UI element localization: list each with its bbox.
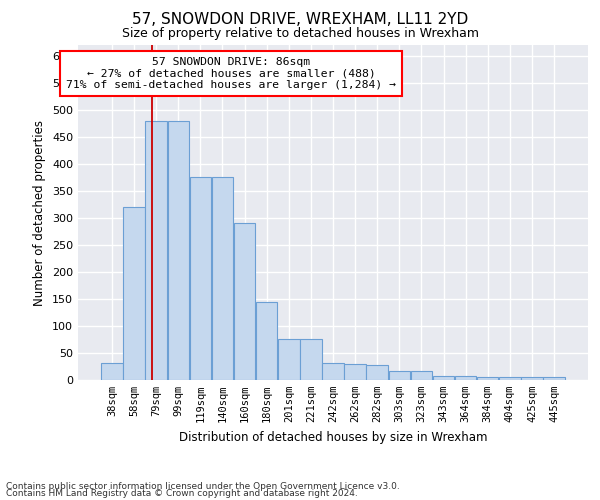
Bar	[190, 178, 211, 380]
Bar	[544, 378, 565, 380]
Text: Contains public sector information licensed under the Open Government Licence v3: Contains public sector information licen…	[6, 482, 400, 491]
Bar	[367, 366, 388, 380]
Bar	[455, 376, 476, 380]
Text: Size of property relative to detached houses in Wrexham: Size of property relative to detached ho…	[121, 28, 479, 40]
Text: Contains HM Land Registry data © Crown copyright and database right 2024.: Contains HM Land Registry data © Crown c…	[6, 488, 358, 498]
Text: 57, SNOWDON DRIVE, WREXHAM, LL11 2YD: 57, SNOWDON DRIVE, WREXHAM, LL11 2YD	[132, 12, 468, 26]
Bar	[145, 120, 167, 380]
Bar	[344, 364, 366, 380]
Bar	[234, 224, 255, 380]
Text: 57 SNOWDON DRIVE: 86sqm
← 27% of detached houses are smaller (488)
71% of semi-d: 57 SNOWDON DRIVE: 86sqm ← 27% of detache…	[66, 56, 396, 90]
Bar	[411, 372, 432, 380]
Bar	[123, 207, 145, 380]
Bar	[167, 120, 189, 380]
Bar	[521, 378, 543, 380]
X-axis label: Distribution of detached houses by size in Wrexham: Distribution of detached houses by size …	[179, 430, 487, 444]
Bar	[300, 339, 322, 380]
Bar	[212, 178, 233, 380]
Bar	[433, 376, 454, 380]
Bar	[389, 372, 410, 380]
Bar	[477, 378, 499, 380]
Bar	[322, 362, 344, 380]
Bar	[278, 339, 299, 380]
Bar	[256, 302, 277, 380]
Bar	[101, 362, 122, 380]
Y-axis label: Number of detached properties: Number of detached properties	[34, 120, 46, 306]
Bar	[499, 378, 521, 380]
